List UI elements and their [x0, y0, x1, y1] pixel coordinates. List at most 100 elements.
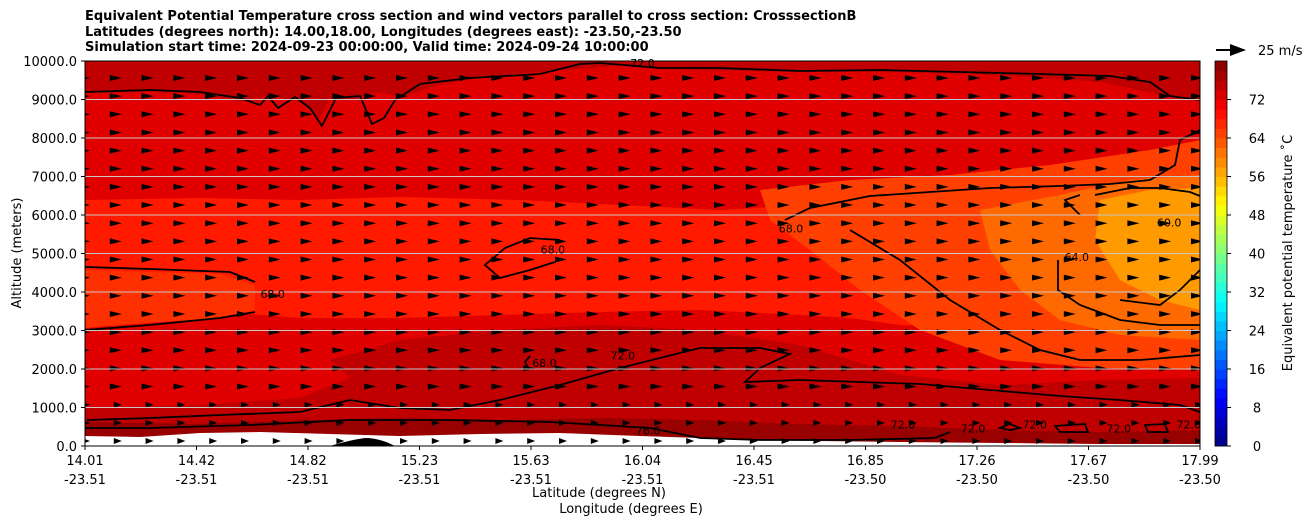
wind-arrow — [205, 256, 218, 263]
wind-arrow — [396, 129, 408, 136]
wind-arrow — [745, 292, 758, 299]
wind-arrow — [427, 93, 440, 100]
wind-arrow — [1000, 310, 1013, 317]
colorbar-tick-label: 56 — [1249, 171, 1266, 186]
wind-arrow — [714, 365, 726, 372]
wind-arrow — [1191, 310, 1200, 317]
wind-arrow — [936, 165, 949, 172]
wind-arrow — [745, 274, 758, 281]
wind-arrow — [300, 274, 313, 281]
wind-arrow — [304, 419, 313, 426]
wind-arrow — [781, 401, 790, 408]
wind-arrow — [873, 256, 885, 263]
wind-arrow — [523, 183, 536, 190]
wind-arrow — [586, 292, 599, 299]
wind-arrow — [459, 111, 472, 118]
wind-arrow — [968, 310, 981, 317]
wind-arrow — [1127, 75, 1140, 81]
wind-arrow — [85, 258, 90, 261]
wind-arrow — [1127, 183, 1140, 190]
band-top-dark — [85, 61, 1200, 118]
wind-arrow — [523, 165, 536, 172]
colorbar-tick-label: 0 — [1253, 440, 1261, 455]
wind-arrow — [586, 129, 599, 136]
wind-arrow — [1159, 183, 1172, 190]
wind-arrow — [745, 347, 758, 354]
wind-arrow — [841, 111, 854, 118]
wind-arrow — [268, 165, 281, 172]
wind-arrow — [1195, 438, 1200, 444]
wind-arrow — [300, 383, 313, 390]
colorbar-swatch — [1215, 80, 1227, 91]
wind-arrow — [841, 347, 854, 354]
wind-arrow — [1000, 365, 1013, 372]
wind-arrow — [936, 238, 949, 245]
wind-arrow — [141, 274, 154, 281]
wind-arrow — [622, 419, 631, 426]
wind-arrow — [1095, 147, 1108, 154]
wind-arrow — [1159, 310, 1172, 317]
wind-arrow — [650, 75, 663, 81]
wind-arrow — [586, 274, 599, 281]
wind-arrow — [714, 202, 726, 209]
x-tick-label-lat: 14.42 — [178, 454, 215, 469]
wind-arrow — [682, 292, 695, 299]
wind-arrow — [1063, 93, 1076, 100]
wind-arrow — [1191, 202, 1200, 209]
wind-arrow — [968, 93, 981, 100]
wind-arrow — [491, 238, 504, 245]
band-low-dark — [85, 325, 1200, 446]
wind-arrow — [173, 220, 186, 227]
wind-arrow — [1032, 165, 1044, 172]
x-tick-label-lat: 16.85 — [847, 454, 884, 469]
wind-arrow — [777, 129, 790, 136]
wind-arrow — [1127, 93, 1140, 100]
wind-arrow — [237, 93, 249, 100]
wind-arrow — [650, 165, 663, 172]
wind-arrow — [463, 401, 472, 408]
colorbar-swatch — [1215, 282, 1227, 293]
wind-arrow — [205, 129, 218, 136]
wind-arrow — [459, 165, 472, 172]
wind-arrow — [873, 129, 885, 136]
wind-arrow — [682, 75, 695, 81]
wind-arrow — [237, 165, 249, 172]
wind-arrow — [495, 438, 504, 444]
wind-arrow — [586, 310, 599, 317]
wind-arrow — [873, 93, 885, 100]
wind-arrow — [618, 220, 631, 227]
wind-arrow — [809, 256, 822, 263]
wind-arrow — [940, 401, 949, 408]
wind-arrow — [177, 438, 186, 444]
contour-labels: 72.0 68.0 68.0 68.0 68.0 64.0 60.0 72.0 76.0 72.0… — [260, 57, 1201, 438]
colorbar-swatch — [1215, 369, 1227, 380]
contour-line — [1119, 269, 1200, 306]
wind-arrow — [586, 202, 599, 209]
wind-arrow — [968, 238, 981, 245]
wind-arrow — [714, 75, 726, 81]
wind-arrow — [1127, 256, 1140, 263]
wind-arrow — [841, 256, 854, 263]
wind-arrow — [1159, 292, 1172, 299]
wind-arrow — [396, 292, 408, 299]
x-tick-label-lon: -23.50 — [956, 473, 998, 488]
wind-arrow — [1127, 165, 1140, 172]
wind-arrow — [714, 347, 726, 354]
wind-arrow — [332, 93, 345, 100]
wind-arrow — [590, 419, 599, 426]
wind-arrow — [364, 202, 377, 209]
colorbar-swatch — [1215, 417, 1227, 428]
wind-arrow — [1127, 310, 1140, 317]
wind-arrow — [618, 147, 631, 154]
wind-arrow — [968, 111, 981, 118]
y-tick-label: 4000.0 — [32, 286, 78, 301]
wind-arrow — [618, 256, 631, 263]
wind-arrow — [555, 93, 567, 100]
wind-arrow — [1191, 292, 1200, 299]
wind-arrow — [205, 165, 218, 172]
wind-arrow — [936, 111, 949, 118]
wind-arrow — [682, 93, 695, 100]
wind-arrow — [936, 347, 949, 354]
wind-arrow — [682, 129, 695, 136]
contour-label: 72.0 — [1022, 419, 1047, 432]
